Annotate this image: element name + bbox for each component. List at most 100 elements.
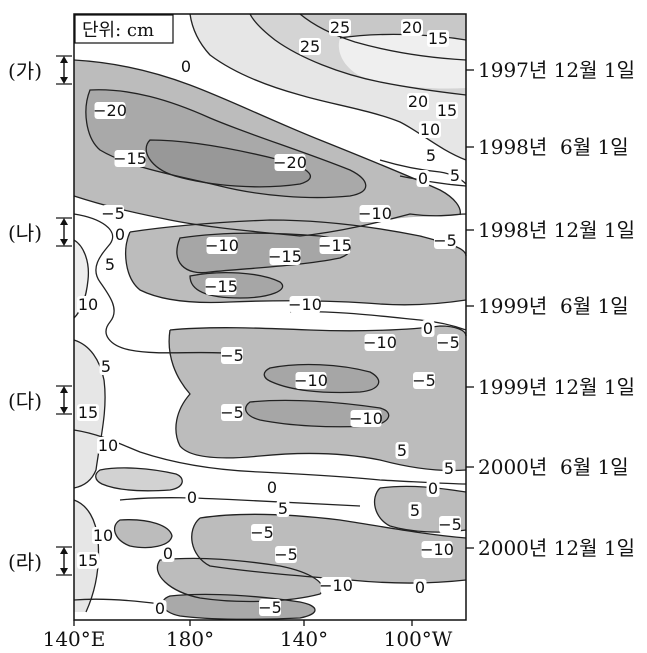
date-label: 1999년 6월 1일 bbox=[478, 294, 629, 318]
x-tick-label: 180° bbox=[166, 627, 214, 651]
svg-text:−10: −10 bbox=[363, 333, 397, 352]
svg-text:−5: −5 bbox=[220, 403, 244, 422]
period-marker-da: (다) bbox=[8, 385, 72, 415]
contour-label: −5 bbox=[433, 231, 457, 250]
contour-label: −5 bbox=[250, 523, 274, 542]
contour-label: −5 bbox=[220, 403, 244, 422]
period-marker-ra: (라) bbox=[8, 546, 72, 576]
contour-label: 0 bbox=[185, 488, 199, 507]
svg-text:0: 0 bbox=[423, 319, 433, 338]
contour-label: −15 bbox=[204, 277, 238, 296]
svg-text:15: 15 bbox=[428, 29, 448, 48]
svg-text:0: 0 bbox=[415, 578, 425, 597]
unit-box: 단위: cm bbox=[74, 14, 174, 44]
contour-label: 15 bbox=[77, 551, 99, 570]
svg-text:0: 0 bbox=[115, 225, 125, 244]
svg-text:5: 5 bbox=[278, 499, 288, 518]
svg-text:10: 10 bbox=[78, 295, 98, 314]
svg-text:−5: −5 bbox=[433, 231, 457, 250]
svg-text:0: 0 bbox=[181, 57, 191, 76]
contour-label: 0 bbox=[426, 479, 440, 498]
contour-label: 20 bbox=[407, 92, 429, 111]
svg-text:−10: −10 bbox=[349, 409, 383, 428]
contour-label: 0 bbox=[421, 319, 435, 338]
contour-label: 5 bbox=[442, 459, 456, 478]
svg-text:0: 0 bbox=[155, 599, 165, 618]
contour-label: −10 bbox=[319, 576, 353, 595]
svg-text:15: 15 bbox=[437, 101, 457, 120]
svg-text:−5: −5 bbox=[412, 371, 436, 390]
date-label: 1998년 6월 1일 bbox=[478, 135, 629, 159]
svg-text:−10: −10 bbox=[294, 371, 328, 390]
svg-text:−10: −10 bbox=[420, 540, 454, 559]
svg-text:25: 25 bbox=[330, 18, 350, 37]
contour-label: −10 bbox=[294, 371, 328, 390]
contour-label: −10 bbox=[420, 540, 454, 559]
contour-label: 0 bbox=[416, 169, 430, 188]
svg-text:0: 0 bbox=[428, 479, 438, 498]
date-ticks bbox=[466, 69, 474, 549]
contour-label: −15 bbox=[318, 236, 352, 255]
contour-label: 5 bbox=[448, 166, 462, 185]
svg-text:−10: −10 bbox=[358, 204, 392, 223]
contour-label: −15 bbox=[268, 247, 302, 266]
contour-label: −5 bbox=[258, 598, 282, 617]
svg-text:5: 5 bbox=[426, 146, 436, 165]
period-marker-na: (나) bbox=[8, 217, 72, 247]
svg-text:−10: −10 bbox=[319, 576, 353, 595]
period-marker-ga: (가) bbox=[8, 55, 72, 85]
contour-label: 5 bbox=[276, 499, 290, 518]
x-tick-label: 100°W bbox=[384, 627, 453, 651]
period-label: (나) bbox=[8, 221, 42, 245]
contour-lines bbox=[73, 13, 467, 620]
contour-label: 5 bbox=[103, 255, 117, 274]
contour-label: 5 bbox=[424, 146, 438, 165]
x-tick-label: 140°E bbox=[43, 627, 106, 651]
date-label: 2000년 12월 1일 bbox=[478, 536, 635, 560]
svg-text:−5: −5 bbox=[438, 515, 462, 534]
contour-label: −20 bbox=[273, 153, 307, 172]
plot-frame bbox=[73, 13, 467, 621]
contour-label: 10 bbox=[97, 436, 119, 455]
contour-label: 5 bbox=[395, 441, 409, 460]
contour-label: 0 bbox=[161, 544, 175, 563]
contour-label: 5 bbox=[408, 501, 422, 520]
svg-text:−5: −5 bbox=[436, 333, 460, 352]
x-tick-label: 140° bbox=[280, 627, 328, 651]
svg-text:0: 0 bbox=[163, 544, 173, 563]
svg-text:10: 10 bbox=[93, 526, 113, 545]
date-label: 1999년 12월 1일 bbox=[478, 375, 635, 399]
svg-text:−15: −15 bbox=[268, 247, 302, 266]
svg-text:25: 25 bbox=[300, 37, 320, 56]
svg-text:15: 15 bbox=[78, 403, 98, 422]
contour-label: 0 bbox=[179, 57, 193, 76]
svg-text:−10: −10 bbox=[288, 295, 322, 314]
svg-text:−15: −15 bbox=[204, 277, 238, 296]
contour-label: −10 bbox=[349, 409, 383, 428]
contour-label: 0 bbox=[113, 225, 127, 244]
contour-label: 10 bbox=[92, 526, 114, 545]
contour-label: 15 bbox=[77, 403, 99, 422]
svg-text:0: 0 bbox=[187, 488, 197, 507]
contour-label: 5 bbox=[99, 357, 113, 376]
contour-label: −5 bbox=[438, 515, 462, 534]
date-label: 1997년 12월 1일 bbox=[478, 58, 635, 82]
svg-text:−15: −15 bbox=[318, 236, 352, 255]
svg-text:10: 10 bbox=[98, 436, 118, 455]
date-label: 1998년 12월 1일 bbox=[478, 218, 635, 242]
contour-label: −5 bbox=[101, 204, 125, 223]
svg-text:5: 5 bbox=[397, 441, 407, 460]
unit-label: 단위: cm bbox=[82, 20, 154, 41]
contour-label: 25 bbox=[329, 18, 351, 37]
contour-label: −20 bbox=[93, 101, 127, 120]
svg-text:20: 20 bbox=[402, 18, 422, 37]
svg-text:10: 10 bbox=[420, 120, 440, 139]
contour-label: 0 bbox=[413, 578, 427, 597]
contour-label: 10 bbox=[77, 295, 99, 314]
svg-text:5: 5 bbox=[105, 255, 115, 274]
svg-text:5: 5 bbox=[444, 459, 454, 478]
contour-label: 10 bbox=[419, 120, 441, 139]
x-axis-labels: 140°E 180° 140° 100°W bbox=[43, 627, 453, 651]
